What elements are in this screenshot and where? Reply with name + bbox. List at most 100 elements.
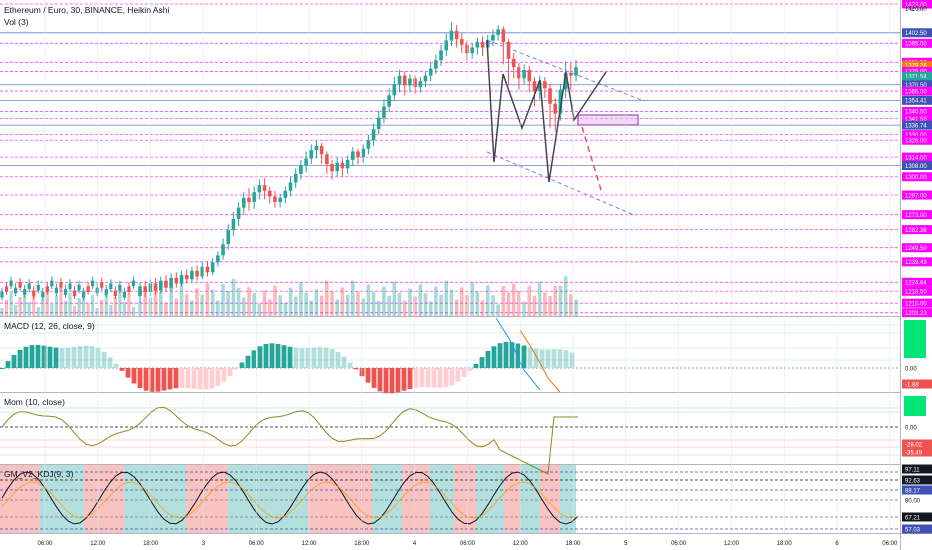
volume-bar <box>402 300 407 316</box>
volume-bar <box>345 294 350 316</box>
macd-histogram-bar <box>83 345 89 368</box>
axis-label-bg <box>902 286 932 296</box>
macd-histogram-bar <box>0 368 5 369</box>
candle-body <box>537 81 542 92</box>
macd-histogram-bar <box>185 368 191 389</box>
zone-rectangle[interactable] <box>577 114 639 126</box>
volume-bar <box>527 285 532 316</box>
macd-histogram-bar <box>107 357 113 368</box>
candle-body <box>236 207 241 219</box>
momentum-line <box>1 406 578 475</box>
volume-bar <box>190 300 194 316</box>
volume-legend[interactable]: Vol (3) <box>4 17 29 27</box>
volume-bar <box>325 280 329 316</box>
axis-label: 1402.50 <box>905 31 927 37</box>
macd-legend[interactable]: MACD (12, 26, close, 9) <box>4 321 95 331</box>
channel-lower-line[interactable] <box>486 151 635 216</box>
volume-bar <box>63 301 68 316</box>
time-label: 18:00 <box>777 541 793 547</box>
volume-bar <box>118 289 122 316</box>
axis-label: 97.11 <box>905 467 920 473</box>
axis-label-bg <box>902 71 932 81</box>
axis-label-bg <box>902 512 932 522</box>
gm-legend[interactable]: GM_V2_KDJ(9, 3) <box>4 469 74 479</box>
volume-bar <box>221 283 225 316</box>
candle-body <box>319 145 324 155</box>
candle-body <box>82 291 86 298</box>
axis-label-bg <box>902 152 932 162</box>
volume-bar <box>371 291 376 316</box>
axis-label-bg <box>902 130 932 140</box>
time-label: 06:00 <box>249 541 265 547</box>
candle-body <box>72 290 77 297</box>
kdj-band <box>308 465 372 533</box>
axis-label-bg <box>902 106 932 116</box>
time-axis[interactable]: 06:00 12:00 18:00 3 06:00 12:00 18:00 4 06:00 12:… <box>37 0 898 547</box>
candle-body <box>247 197 251 203</box>
candle-body <box>45 286 49 292</box>
time-label: 06:00 <box>37 541 53 547</box>
kdj-band <box>40 465 84 533</box>
axis-label-bg <box>902 439 932 449</box>
time-label: 06:00 <box>882 541 898 547</box>
axis-label-bg <box>902 485 932 495</box>
macd-histogram-bar <box>557 349 563 368</box>
macd-histogram-bar <box>467 368 473 371</box>
candle-body <box>23 289 27 295</box>
candle-body <box>91 280 95 287</box>
volume-bar <box>293 296 298 316</box>
volume-bar <box>423 293 428 316</box>
candle-body <box>36 284 40 291</box>
trend-drawings[interactable] <box>486 39 645 216</box>
axis-label: 92.63 <box>905 478 921 484</box>
axis-label-bg <box>902 60 932 70</box>
axis-label: 0.00 <box>905 366 917 372</box>
axis-label: 1370.50 <box>905 83 927 89</box>
macd-histogram-bar <box>281 345 287 368</box>
volume-bar <box>335 299 340 316</box>
channel-upper-line[interactable] <box>486 39 645 102</box>
macd-histogram-bar <box>89 346 95 368</box>
macd-histogram-bar <box>479 357 485 368</box>
price-axis[interactable]: 1423.001420.001402.501395.001381.501379.… <box>902 0 932 534</box>
axis-label-bg <box>902 66 932 76</box>
volume-bar <box>340 287 345 316</box>
pattern-polyline[interactable] <box>486 39 607 183</box>
volume-bar <box>470 282 474 316</box>
candle-body <box>216 255 220 263</box>
mom-legend[interactable]: Mom (10, close) <box>4 397 65 407</box>
volume-bar <box>82 290 86 316</box>
candle-body <box>439 50 443 61</box>
axis-label: 1210.00 <box>905 301 927 307</box>
candle-body <box>231 218 236 231</box>
volume-bar <box>4 300 9 316</box>
macd-histogram-bar <box>65 347 71 368</box>
candle-body <box>122 291 126 298</box>
macd-volume-marker <box>904 320 926 358</box>
candle-body <box>205 266 210 273</box>
volume-bar <box>153 284 158 316</box>
axis-label-bg <box>902 524 932 534</box>
macd-histogram-bar <box>413 368 419 388</box>
candle-body <box>382 106 386 118</box>
projection-arrow[interactable] <box>581 126 603 194</box>
candle-body <box>532 81 537 92</box>
symbol-title[interactable]: Ethereum / Euro, 30, BINANCE, Heikin Ash… <box>4 5 170 15</box>
volume-bar <box>95 308 99 316</box>
macd-histogram-bar <box>545 349 551 368</box>
axis-label: 1314.00 <box>905 155 927 161</box>
candle-body <box>118 284 122 291</box>
candle-body <box>397 75 402 85</box>
macd-histogram-bar <box>419 368 425 388</box>
axis-label: -1.88 <box>905 382 919 388</box>
candle-body <box>283 190 288 198</box>
candle-body <box>131 280 136 287</box>
candle-body <box>299 165 303 174</box>
candle-body <box>200 266 205 277</box>
macd-histogram-bar <box>527 347 533 368</box>
signal-line <box>519 329 561 393</box>
macd-histogram-bar <box>533 348 539 368</box>
volume-bar <box>465 294 469 316</box>
candle-body <box>164 280 168 288</box>
